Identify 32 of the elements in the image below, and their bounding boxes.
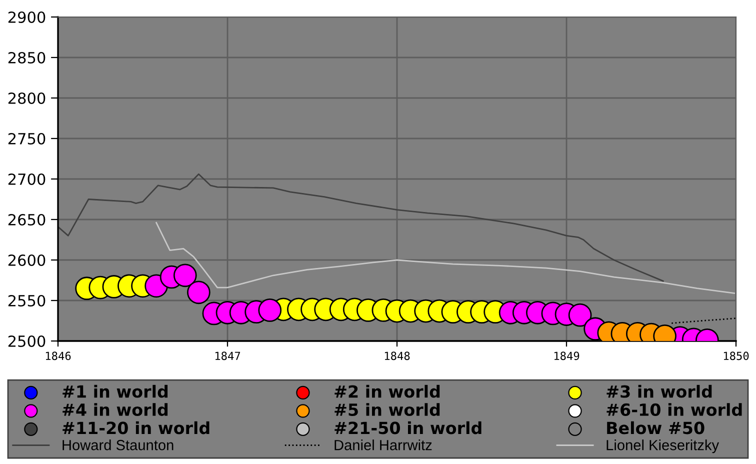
line-series	[156, 222, 735, 294]
legend-label: Daniel Harrwitz	[334, 440, 432, 450]
y-tick-label: 2500	[8, 335, 46, 348]
legend-label: #3 in world	[606, 384, 712, 398]
y-tick-label: 2900	[8, 11, 46, 24]
y-tick-label: 2800	[8, 92, 46, 104]
line-series	[58, 173, 664, 282]
y-tick-label: 2600	[8, 254, 46, 266]
x-tick-label: 1846	[46, 352, 71, 360]
y-tick-label: 2550	[8, 294, 46, 307]
legend-label: #6-10 in world	[606, 403, 742, 416]
x-tick-label: 1850	[724, 352, 749, 360]
y-tick-label: 2750	[8, 132, 46, 145]
point	[568, 303, 592, 327]
legend-label: Lionel Kieseritzky	[606, 440, 720, 454]
legend-label: #21-50 in world	[334, 421, 482, 434]
point	[258, 298, 282, 322]
legend-label: #1 in world	[62, 384, 168, 398]
x-tick-label: 1848	[384, 352, 410, 360]
legend-label: Howard Staunton	[62, 440, 174, 450]
legend-label: #11-20 in world	[62, 421, 210, 434]
y-tick-label: 2850	[8, 52, 46, 64]
legend-label: #4 in world	[62, 403, 168, 416]
legend-label: Below #50	[607, 421, 704, 434]
point	[187, 280, 210, 304]
x-tick-label: 1849	[554, 352, 580, 360]
point	[173, 264, 197, 288]
legend-label: #5 in world	[334, 403, 440, 416]
y-tick-label: 2650	[8, 214, 46, 226]
y-tick-label: 2700	[8, 173, 46, 186]
legend-label: #2 in world	[334, 384, 440, 398]
x-tick-label: 1847	[215, 352, 240, 360]
